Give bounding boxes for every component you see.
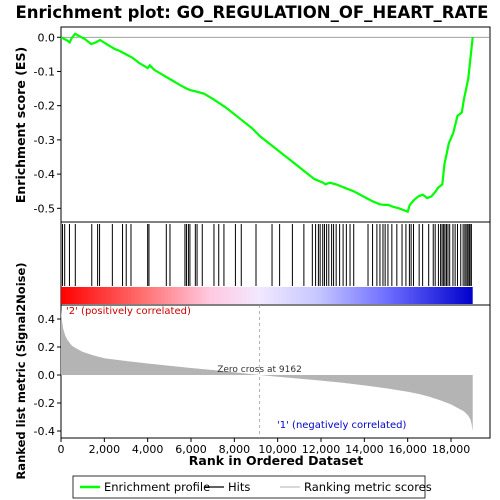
hits-marks [62,224,472,286]
negative-correlation-label: '1' (negatively correlated) [277,420,406,431]
x-tick-label: 4,000 [132,443,164,456]
legend-label: Enrichment profile [104,480,210,494]
es-y-tick-label: -0.1 [34,65,55,78]
x-tick-label: 6,000 [175,443,207,456]
metric-y-tick-label: 0.4 [38,313,56,326]
chart-title: Enrichment plot: GO_REGULATION_OF_HEART_… [16,3,489,22]
metric-y-tick-label: 0.2 [38,341,56,354]
ranked-color-bar [61,287,473,304]
metric-y-tick-label: -0.4 [34,425,55,438]
metric-y-tick-label: 0.0 [38,369,56,382]
legend-label: Hits [228,480,250,494]
es-y-tick-label: -0.2 [34,100,55,113]
zero-cross-label: Zero cross at 9162 [217,365,302,375]
es-y-axis: 0.0 -0.1 -0.2 -0.3 -0.4 -0.5 [34,31,61,215]
es-y-axis-label: Enrichment score (ES) [13,47,28,203]
legend-label: Ranking metric scores [304,480,432,494]
es-y-tick-label: -0.3 [34,134,55,147]
x-tick-label: 2,000 [89,443,121,456]
x-tick-label: 18,000 [432,443,471,456]
metric-y-axis: 0.4 0.2 0.0 -0.2 -0.4 [34,313,61,438]
es-y-tick-label: -0.4 [34,168,55,181]
x-axis: 0 2,000 4,000 6,000 8,000 10,000 12,000 14,000 1… [58,438,471,456]
x-tick-label: 0 [58,443,65,456]
es-panel-frame [60,26,491,223]
enrichment-profile-line [60,32,474,214]
x-tick-label: 14,000 [345,443,384,456]
metric-y-axis-label: Ranked list metric (Signal2Noise) [14,262,28,479]
es-y-tick-label: -0.5 [34,202,55,215]
legend: Enrichment profile Hits Ranking metric sco… [80,480,432,494]
positive-correlation-label: '2' (positively correlated) [66,306,191,317]
x-tick-label: 12,000 [302,443,341,456]
x-tick-label: 10,000 [258,443,297,456]
x-axis-label: Rank in Ordered Dataset [189,453,363,468]
es-y-tick-label: 0.0 [38,31,56,44]
metric-y-tick-label: -0.2 [34,397,55,410]
x-tick-label: 8,000 [219,443,251,456]
ranking-metric-area [61,309,473,431]
legend-box [72,475,426,499]
x-tick-label: 16,000 [388,443,427,456]
